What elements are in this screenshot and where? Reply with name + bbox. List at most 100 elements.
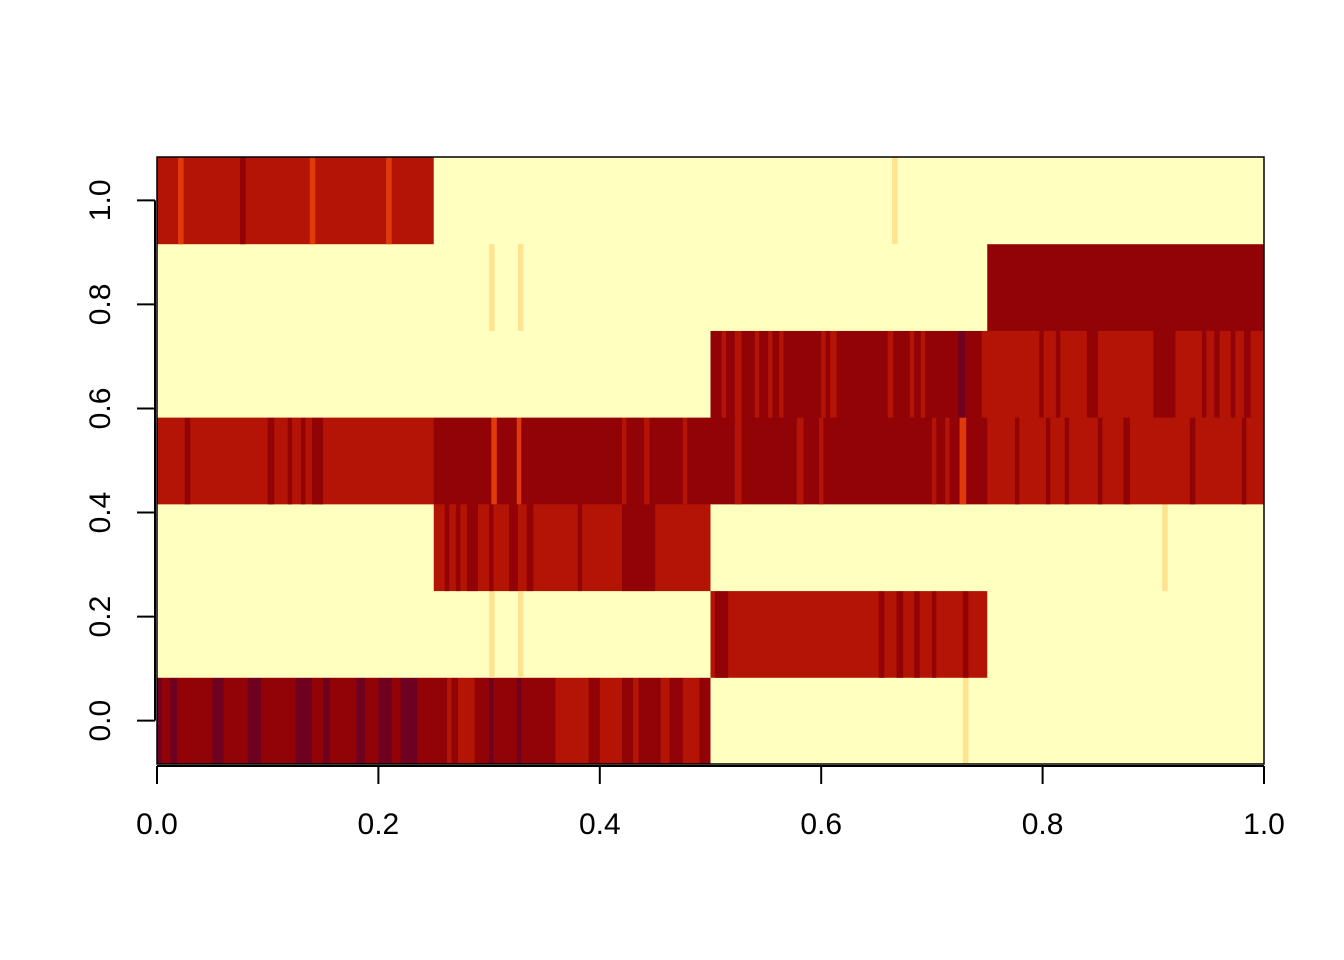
heatmap-cell [621,417,627,505]
heatmap-cell [1045,417,1051,505]
heatmap-cell [920,330,926,418]
heatmap-cell [958,330,966,418]
y-tick-label: 1.0 [84,179,117,221]
heatmap-cell [892,156,898,245]
x-tick-label: 0.2 [358,808,400,841]
heatmap-segment [710,330,983,418]
heatmap-cell [444,503,450,592]
heatmap-cell [621,503,656,592]
heatmap-cell [1086,330,1098,418]
heatmap-cell [734,330,742,418]
heatmap-cell [644,417,650,505]
heatmap-cell [962,677,969,765]
heatmap-row [157,677,1265,765]
heatmap-cell [157,677,162,765]
heatmap-cell [1202,330,1207,418]
heatmap-cell [240,156,246,245]
heatmap-cell [247,677,262,765]
heatmap-segment [710,503,1265,592]
heatmap-cell [458,677,475,765]
heatmap-cell [914,590,920,678]
heatmap-cell [491,417,497,505]
heatmap-cell [1123,417,1131,505]
heatmap-cell [830,330,837,418]
heatmap-segment [433,503,711,592]
heatmap-cell [768,330,773,418]
heatmap-cell [931,417,937,505]
x-tick-label: 0.8 [1022,808,1064,841]
heatmap-segment [710,677,1265,765]
heatmap-cell [931,590,937,678]
heatmap-cell [170,677,177,765]
heatmap-cell [577,503,583,592]
heatmap-cell [633,677,639,765]
x-tick-label: 1.0 [1243,808,1285,841]
heatmap-cells [157,156,1265,765]
heatmap-cell [378,677,392,765]
plot-frame [156,156,1265,765]
heatmap-cell [516,677,522,765]
heatmap-segment [157,417,435,505]
heatmap-segment [433,156,1265,245]
heatmap-cell [356,677,366,765]
heatmap-cell [300,417,306,505]
heatmap-cell [1241,417,1247,505]
y-axis: 0.0 0.2 0.4 0.6 0.8 1.0 [84,179,156,742]
heatmap-cell [295,677,312,765]
y-tick-label: 0.8 [84,284,117,326]
heatmap-cell [311,417,324,505]
heatmap-cell [599,677,622,765]
heatmap-segment [710,590,988,678]
y-tick-label: 0.4 [84,492,117,534]
heatmap-cell [878,590,885,678]
heatmap-segment [157,156,435,245]
heatmap-segment [157,503,435,592]
heatmap-cell [682,417,688,505]
heatmap-cell [796,417,804,505]
heatmap-cell [887,330,894,418]
heatmap-cell [517,243,524,331]
y-tick-label: 0.6 [84,388,117,430]
heatmap-cell [267,417,275,505]
x-axis: 0.0 0.2 0.4 0.6 0.8 1.0 [136,765,1285,841]
heatmap-cell [517,590,524,678]
heatmap-cell [1230,330,1236,418]
heatmap-cell [400,677,418,765]
heatmap-cell [323,677,330,765]
heatmap-cell [287,417,293,505]
heatmap-cell [721,330,726,418]
heatmap-cell [1244,330,1251,418]
heatmap-cell [821,330,826,418]
heatmap-cell [714,590,729,678]
heatmap-row [157,503,1265,592]
heatmap-segment [157,243,988,331]
heatmap-row [157,417,1265,505]
heatmap-segment [987,590,1265,678]
x-tick-label: 0.4 [579,808,621,841]
heatmap-cell [489,243,495,331]
heatmap-cell [555,677,589,765]
heatmap-cell [818,417,824,505]
heatmap-cell [386,156,392,245]
heatmap-cell [734,417,742,505]
y-tick-label: 0.2 [84,596,117,638]
heatmap-cell [1189,417,1196,505]
heatmap-segment [987,243,1265,331]
heatmap-cell [1014,417,1020,505]
heatmap-cell [466,503,479,592]
heatmap-cell [779,330,784,418]
heatmap-cell [959,417,967,505]
heatmap-cell [660,677,670,765]
heatmap-cell [1162,503,1168,592]
heatmap-cell [1055,330,1061,418]
heatmap-segment [157,330,711,418]
heatmap-row [157,590,1265,678]
heatmap-cell [1064,417,1070,505]
heatmap-cell [682,677,700,765]
heatmap-cell [489,503,494,592]
heatmap-cell [896,590,904,678]
heatmap-cell [1214,330,1220,418]
heatmap-cell [909,330,915,418]
heatmap-cell [178,156,184,245]
